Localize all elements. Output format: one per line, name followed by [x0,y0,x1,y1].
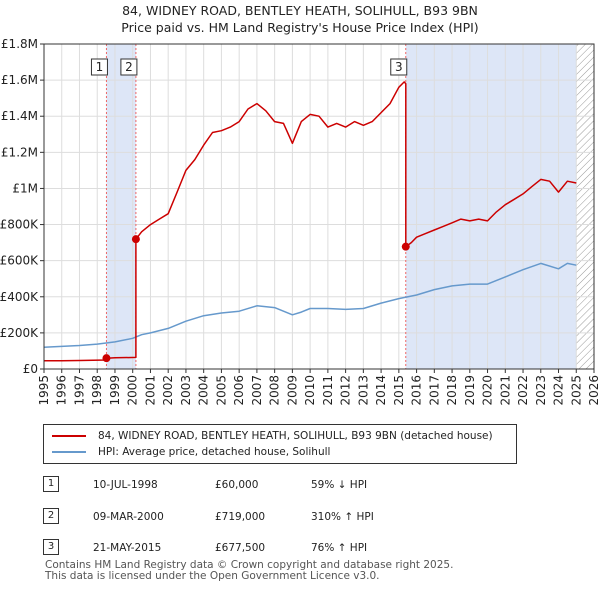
property-line [44,81,577,362]
sale-row: 1 10-JUL-1998 £60,000 59% ↓ HPI [43,476,583,494]
x-tick-label: 2003 [179,375,193,406]
x-tick-label: 2009 [285,375,299,406]
x-tick-label: 2025 [569,375,583,406]
x-tick-label: 2018 [445,375,459,406]
sale-date: 10-JUL-1998 [93,479,158,491]
x-tick-label: 2026 [587,375,600,406]
x-tick-label: 2015 [392,375,406,406]
sale-label: 1 [96,60,104,74]
sale-point [131,235,140,244]
shaded-range [405,44,577,369]
sale-price: £60,000 [215,479,259,491]
x-tick-label: 2021 [498,375,512,406]
y-tick-label: £1.6M [1,73,38,87]
x-tick-label: 2004 [197,375,211,406]
y-axis-ticks: £0 £200K £400K £600K £800K £1M £1.2M £1.4M £1.6M… [0,37,44,376]
sale-price: £719,000 [215,511,266,523]
shaded-range [106,44,136,369]
legend-item-hpi: HPI: Average price, detached house, Soli… [52,444,330,460]
x-axis-ticks: 1995 1996 1997 1998 1999 2000 2001 2002 2003 2004… [37,369,600,406]
x-tick-label: 2014 [374,375,388,406]
y-tick-label: £1.2M [1,145,38,159]
legend-swatch-property [52,435,86,437]
y-tick-label: £1.4M [1,109,38,123]
x-tick-label: 2006 [232,375,246,406]
sale-date: 09-MAR-2000 [93,511,164,523]
sale-hpi-diff: 310% ↑ HPI [311,511,374,523]
sale-label-box [390,58,408,76]
x-tick-label: 2022 [516,375,530,406]
legend-item-property: 84, WIDNEY ROAD, BENTLEY HEATH, SOLIHULL… [52,428,493,444]
legend-label-property: 84, WIDNEY ROAD, BENTLEY HEATH, SOLIHULL… [98,430,493,442]
sale-label: 3 [395,60,403,74]
footer-licence: This data is licensed under the Open Gov… [45,570,380,582]
footer-copyright: Contains HM Land Registry data © Crown c… [45,559,454,571]
x-tick-label: 2020 [481,375,495,406]
sale-labels: 1 2 3 [90,58,408,76]
sale-number-badge: 3 [43,539,59,555]
y-tick-label: £0 [23,362,38,376]
x-tick-label: 2005 [214,375,228,406]
x-tick-label: 1999 [108,375,122,406]
y-tick-label: £600K [0,254,39,268]
x-tick-label: 2001 [143,375,157,406]
shaded-regions [106,44,594,369]
y-tick-label: £1M [12,181,38,195]
legend-label-hpi: HPI: Average price, detached house, Soli… [98,446,331,458]
forecast-hatch [576,44,594,369]
sale-point [401,242,410,251]
x-tick-label: 1995 [37,375,51,406]
sale-price: £677,500 [215,542,266,554]
hpi-line [43,262,577,349]
x-tick-label: 2013 [356,375,370,406]
sale-date: 21-MAY-2015 [93,542,162,554]
sale-number-badge: 2 [43,508,59,524]
legend-swatch-hpi [52,451,86,453]
x-tick-label: 2024 [552,375,566,406]
y-tick-label: £400K [0,290,39,304]
x-tick-label: 2019 [463,375,477,406]
sale-point [102,354,111,363]
x-tick-label: 1996 [55,375,69,406]
sale-vlines [105,44,407,369]
y-tick-label: £1.8M [1,37,38,51]
x-tick-label: 2008 [268,375,282,406]
x-tick-label: 2016 [410,375,424,406]
x-tick-label: 2011 [321,375,335,406]
sale-points [102,235,410,363]
series-lines [43,81,577,362]
sale-hpi-diff: 76% ↑ HPI [311,542,368,554]
legend: 84, WIDNEY ROAD, BENTLEY HEATH, SOLIHULL… [43,424,517,464]
y-tick-label: £800K [0,218,39,232]
sale-number-badge: 1 [43,476,59,492]
sale-label-box [120,58,138,76]
footer: Contains HM Land Registry data © Crown c… [45,560,453,582]
chart-title-line2: Price paid vs. HM Land Registry's House … [121,20,479,35]
sale-row: 2 09-MAR-2000 £719,000 310% ↑ HPI [43,508,583,526]
x-tick-label: 2012 [339,375,353,406]
x-tick-label: 2023 [534,375,548,406]
y-tick-label: £200K [0,326,39,340]
x-tick-label: 1997 [72,375,86,406]
x-tick-label: 2017 [427,375,441,406]
sale-label-box [90,58,108,76]
plot-frame [43,43,595,370]
sale-row: 3 21-MAY-2015 £677,500 76% ↑ HPI [43,539,583,557]
x-tick-label: 2007 [250,375,264,406]
x-tick-label: 1998 [90,375,104,406]
x-tick-label: 2000 [126,375,140,406]
x-tick-label: 2002 [161,375,175,406]
x-tick-label: 2010 [303,375,317,406]
chart-title: 84, WIDNEY ROAD, BENTLEY HEATH, SOLIHULL… [0,2,600,36]
sale-label: 2 [125,60,133,74]
chart-title-line1: 84, WIDNEY ROAD, BENTLEY HEATH, SOLIHULL… [122,3,478,18]
sale-hpi-diff: 59% ↓ HPI [311,479,368,491]
